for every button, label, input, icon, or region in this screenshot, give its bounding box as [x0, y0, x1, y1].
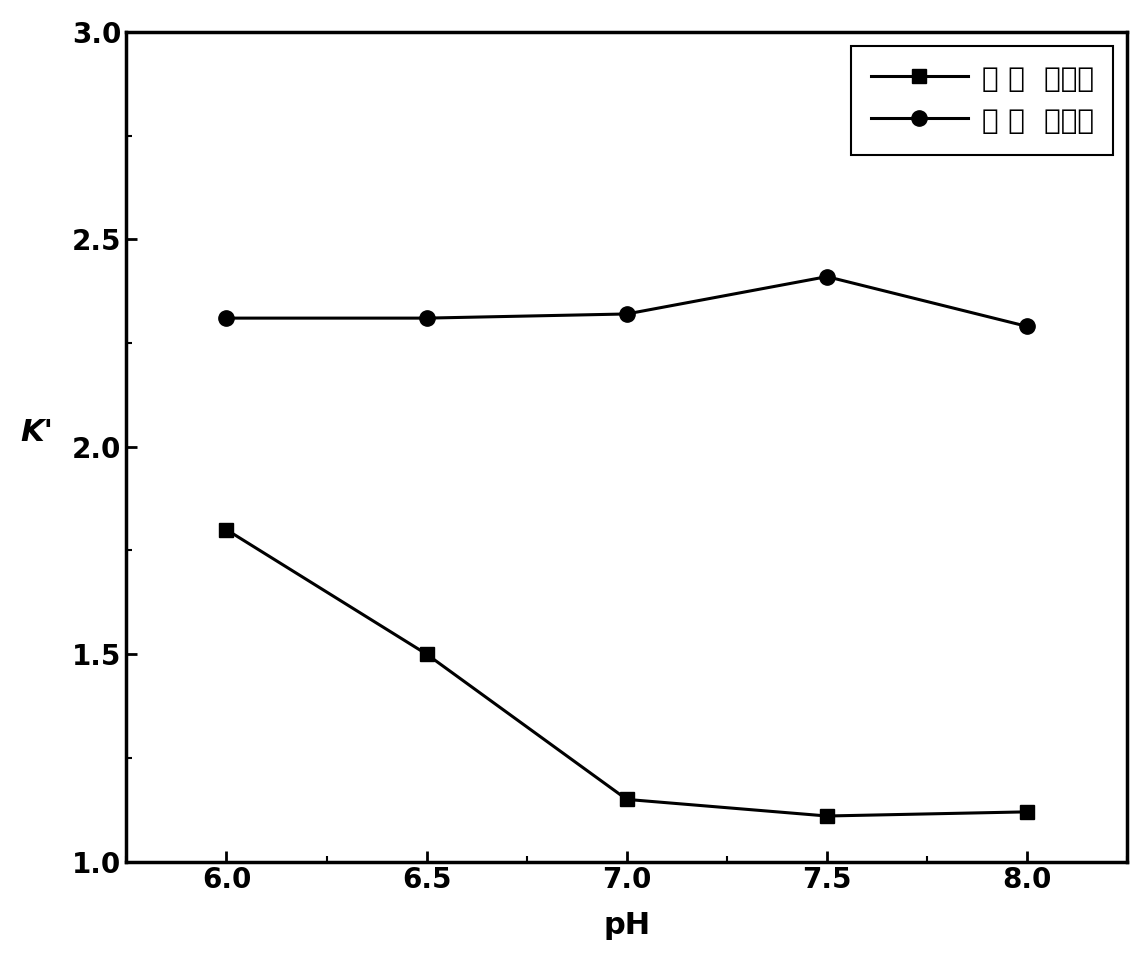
Line: 对 亚  硒基酚: 对 亚 硒基酚 — [219, 523, 1034, 823]
对 亚  硒基酚 — [420, 649, 434, 660]
对 亚  硒基酚 — [820, 810, 833, 822]
对 苯  里二肿 — [820, 271, 833, 283]
对 亚  硒基酚 — [1021, 806, 1034, 818]
Y-axis label: K': K' — [21, 418, 54, 447]
对 亚  硒基酚 — [219, 524, 233, 535]
X-axis label: pH: pH — [603, 911, 651, 940]
对 亚  硒基酚 — [620, 794, 634, 805]
对 苯  里二肿 — [620, 308, 634, 320]
Legend: 对 亚  硒基酚, 对 苯  里二肿: 对 亚 硒基酚, 对 苯 里二肿 — [852, 46, 1114, 155]
对 苯  里二肿 — [219, 312, 233, 324]
对 苯  里二肿 — [420, 312, 434, 324]
对 苯  里二肿 — [1021, 321, 1034, 333]
Line: 对 苯  里二肿: 对 苯 里二肿 — [219, 269, 1034, 334]
